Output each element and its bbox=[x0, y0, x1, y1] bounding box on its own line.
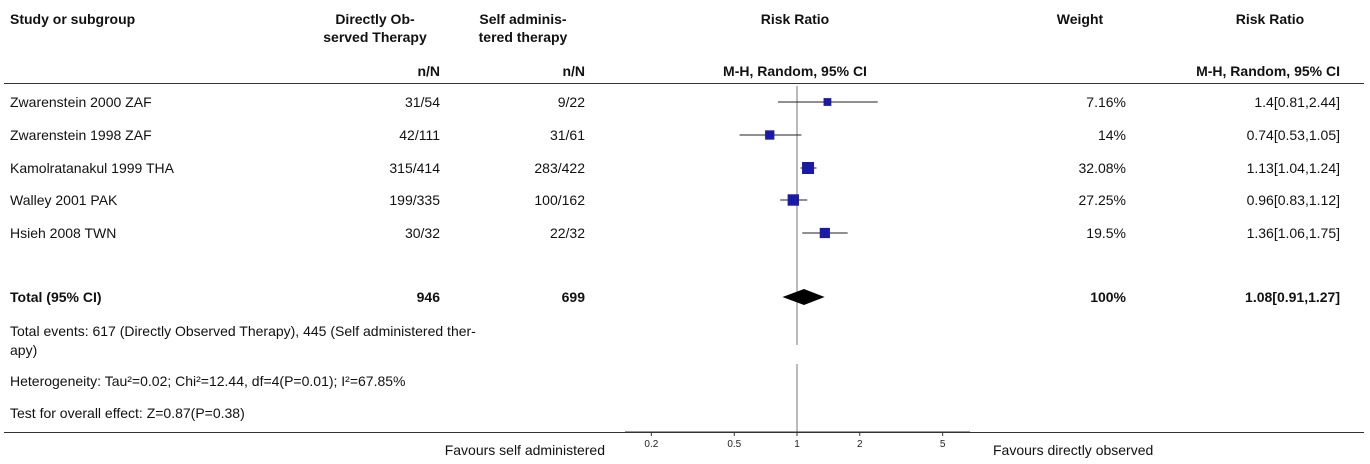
header-study: Study or subgroup bbox=[10, 11, 136, 27]
favours-right: Favours directly observed bbox=[993, 442, 1154, 458]
row-group2-count: 283/422 bbox=[534, 160, 585, 176]
row-group1-count: 31/54 bbox=[404, 94, 440, 110]
study-marker bbox=[765, 130, 775, 140]
row-study-name: Kamolratanakul 1999 THA bbox=[10, 160, 174, 176]
header-rule bbox=[4, 83, 1364, 84]
total-events-line1: Total events: 617 (Directly Observed The… bbox=[10, 323, 476, 339]
total-label: Total (95% CI) bbox=[10, 289, 102, 305]
header-group2-line1: Self adminis- bbox=[479, 11, 567, 27]
pooled-diamond bbox=[782, 289, 825, 305]
row-risk-ratio: 0.74[0.53,1.05] bbox=[1246, 127, 1340, 143]
header-nN-group1: n/N bbox=[417, 63, 440, 79]
row-group1-count: 315/414 bbox=[389, 160, 440, 176]
row-study-name: Zwarenstein 1998 ZAF bbox=[10, 127, 152, 143]
row-risk-ratio: 0.96[0.83,1.12] bbox=[1246, 192, 1340, 208]
row-group1-count: 199/335 bbox=[389, 192, 440, 208]
header-risk-ratio-2: Risk Ratio bbox=[1235, 11, 1305, 27]
study-marker bbox=[819, 227, 830, 239]
header-nN-group2: n/N bbox=[562, 63, 585, 79]
row-weight: 7.16% bbox=[1086, 94, 1126, 110]
x-tick-label: 0.2 bbox=[644, 439, 658, 450]
total-group2: 699 bbox=[561, 289, 585, 305]
row-group2-count: 22/32 bbox=[549, 225, 585, 241]
row-risk-ratio: 1.13[1.04,1.24] bbox=[1246, 160, 1340, 176]
row-risk-ratio: 1.4[0.81,2.44] bbox=[1254, 94, 1340, 110]
x-tick-label: 5 bbox=[940, 439, 946, 450]
heterogeneity: Heterogeneity: Tau²=0.02; Chi²=12.44, df… bbox=[10, 373, 406, 389]
study-marker bbox=[787, 194, 799, 206]
row-study-name: Walley 2001 PAK bbox=[10, 192, 118, 208]
row-group1-count: 42/111 bbox=[399, 127, 440, 143]
x-tick-label: 0.5 bbox=[727, 439, 741, 450]
x-tick-label: 2 bbox=[857, 439, 863, 450]
x-tick-label: 1 bbox=[794, 439, 800, 450]
header-rr-method: M-H, Random, 95% CI bbox=[723, 63, 867, 79]
header-group1-line1: Directly Ob- bbox=[335, 11, 415, 27]
row-group1-count: 30/32 bbox=[404, 225, 440, 241]
header-group1-line2: served Therapy bbox=[323, 29, 427, 45]
row-weight: 19.5% bbox=[1086, 225, 1126, 241]
total-events-line2: apy) bbox=[10, 342, 38, 358]
row-weight: 27.25% bbox=[1078, 192, 1126, 208]
favours-left: Favours self administered bbox=[444, 442, 605, 458]
row-weight: 32.08% bbox=[1078, 160, 1126, 176]
header-risk-ratio: Risk Ratio bbox=[760, 11, 830, 27]
total-ci: 1.08[0.91,1.27] bbox=[1245, 289, 1340, 305]
total-group1: 946 bbox=[416, 289, 440, 305]
header-group2-line2: tered therapy bbox=[478, 29, 568, 45]
row-group2-count: 100/162 bbox=[534, 192, 585, 208]
row-group2-count: 31/61 bbox=[549, 127, 585, 143]
row-study-name: Hsieh 2008 TWN bbox=[10, 225, 117, 241]
row-study-name: Zwarenstein 2000 ZAF bbox=[10, 94, 152, 110]
row-group2-count: 9/22 bbox=[557, 94, 585, 110]
header-weight: Weight bbox=[1056, 11, 1104, 27]
header-group1: Directly Ob- served Therapy bbox=[305, 10, 445, 46]
header-rr2-method: M-H, Random, 95% CI bbox=[1196, 63, 1340, 79]
study-marker bbox=[802, 162, 815, 174]
row-weight: 14% bbox=[1097, 127, 1126, 143]
row-risk-ratio: 1.36[1.06,1.75] bbox=[1246, 225, 1340, 241]
study-marker bbox=[823, 98, 832, 106]
total-weight: 100% bbox=[1090, 289, 1126, 305]
header-group2: Self adminis- tered therapy bbox=[458, 10, 588, 46]
overall-effect: Test for overall effect: Z=0.87(P=0.38) bbox=[10, 405, 245, 421]
